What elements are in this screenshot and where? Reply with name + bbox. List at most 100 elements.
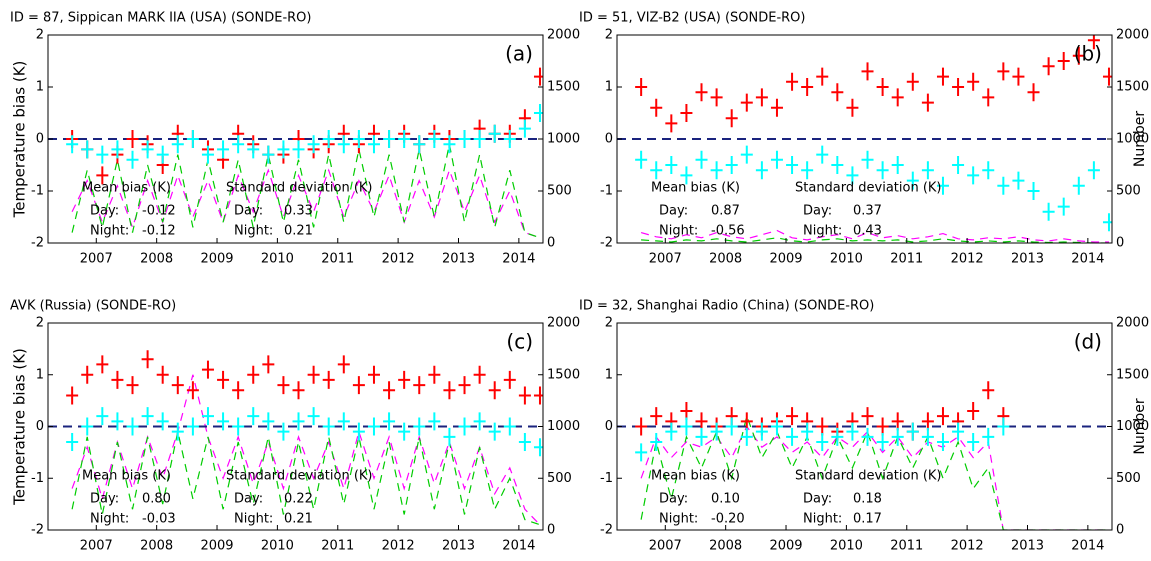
y2-axis-label: Number [1132,398,1148,454]
x-tick-label: 2012 [951,252,984,267]
bias-marker [1012,171,1025,190]
bias-marker [428,365,441,384]
panel: AVK (Russia) (SONDE-RO) -2 -1 0 1 2 0 500 1000 15… [10,299,580,554]
bias-marker [217,140,230,159]
bias-marker [398,370,411,389]
bias-marker [1042,57,1055,76]
stat-value: 0.43 [853,224,882,239]
stat-heading: Mean bias (K) [651,181,740,196]
bias-marker [695,427,708,446]
bias-marker [277,140,290,159]
bias-marker [292,412,305,431]
y2-tick-label: 500 [1116,471,1141,486]
y2-tick-label: 500 [547,184,572,199]
y-tick-label: -1 [600,184,613,199]
bias-marker [725,109,738,128]
bias-marker [921,93,934,112]
x-tick-label: 2014 [502,252,535,267]
y-tick-label: -2 [600,236,613,251]
bias-marker [217,370,230,389]
bias-marker [1102,213,1112,232]
stat-value: 0.80 [142,492,171,507]
count-line [640,229,1109,243]
stat-value: 0.18 [853,492,882,507]
stat-value: 0.21 [284,224,313,239]
bias-marker [473,365,486,384]
bias-marker [443,427,456,446]
count-line [71,168,541,239]
stat-heading: Mean bias (K) [82,181,171,196]
bias-marker [141,350,154,369]
stat-label: Day: [234,492,263,507]
bias-marker [352,130,365,148]
bias-marker [906,422,919,441]
bias-marker [277,422,290,441]
bias-marker [292,381,305,400]
y2-tick-label: 1000 [547,132,580,147]
bias-marker [952,422,965,441]
bias-marker [710,88,723,107]
y2-tick-label: 1500 [1116,367,1149,382]
bias-marker [337,412,350,431]
bias-marker [801,422,814,441]
panel-title: ID = 87, Sippican MARK IIA (USA) (SONDE-… [10,11,311,26]
panel: ID = 51, VIZ-B2 (USA) (SONDE-RO)-2-10120… [579,11,1149,267]
stat-heading: Mean bias (K) [651,469,740,484]
stat-heading: Standard deviation (K) [226,181,373,196]
bias-marker [770,150,783,169]
bias-marker [156,412,169,431]
bias-marker [635,443,648,462]
y2-tick-label: 2000 [547,316,580,331]
bias-marker [111,370,124,389]
bias-marker [755,161,768,180]
bias-marker [1027,182,1040,200]
bias-marker [952,156,965,174]
bias-marker [831,83,844,102]
x-tick-label: 2009 [200,252,233,267]
bias-marker [533,438,543,457]
bias-marker [876,161,889,180]
bias-marker [518,386,531,405]
bias-marker [770,98,783,117]
y-tick-label: -1 [31,184,44,199]
bias-marker [413,376,426,395]
x-tick-label: 2012 [382,252,415,267]
plot-area [617,35,1112,243]
bias-marker [982,427,995,446]
stat-label: Night: [803,512,842,527]
bias-marker [876,78,889,96]
bias-marker [66,386,79,405]
bias-marker [352,422,365,441]
x-tick-label: 2014 [1071,252,1104,267]
bias-marker [680,417,693,436]
bias-marker [66,135,79,154]
bias-marker [141,407,154,426]
stat-value: 0.33 [284,204,313,219]
bias-marker [755,422,768,441]
x-tick-label: 2011 [321,539,354,554]
panel: ID = 32, Shanghai Radio (China) (SONDE-R… [579,299,1149,554]
bias-marker [936,433,949,452]
y2-tick-label: 1000 [547,419,580,434]
bias-marker [201,360,214,379]
bias-marker [695,150,708,169]
bias-marker [247,140,260,159]
x-tick-label: 2010 [261,252,294,267]
stat-value: -0.20 [711,512,745,527]
bias-marker [967,72,980,91]
bias-marker [786,427,799,446]
bias-marker [322,130,335,148]
bias-marker [503,417,516,436]
y2-tick-label: 1000 [1116,132,1149,147]
x-tick-label: 2010 [830,252,863,267]
y-tick-label: -2 [31,236,44,251]
bias-marker [1012,67,1025,86]
stat-label: Night: [234,512,273,527]
bias-marker [217,412,230,431]
bias-marker [126,150,139,169]
x-tick-label: 2010 [261,539,294,554]
bias-marker [383,412,396,431]
bias-marker [1087,35,1100,50]
bias-marker [201,407,214,426]
x-tick-label: 2012 [382,539,415,554]
